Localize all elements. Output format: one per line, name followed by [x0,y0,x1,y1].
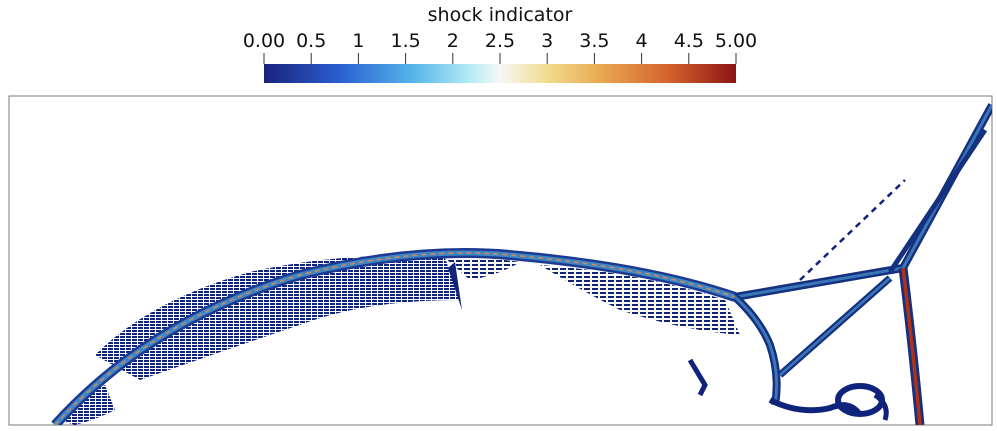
wall-jet [768,397,863,417]
colorbar-title: shock indicator [428,4,573,26]
colorbar-tick-label: 1 [352,30,364,52]
reflected-shock-upper-band [734,266,904,299]
dense-region-top [445,257,520,280]
colorbar-tick-label: 2.5 [485,30,515,52]
colorbar-tick-marks [263,53,737,64]
dense-region-left [95,255,460,380]
colorbar-gradient [264,64,736,83]
internal-spike [448,262,462,310]
colorbar: shock indicator 0.00 0.5 1 1.5 2 2.5 3 3.5 4 4.5 5… [243,4,757,83]
minor-wave [687,358,708,397]
colorbar-tick-label: 4.5 [674,30,704,52]
colorbar-tick-label: 0.00 [243,30,285,52]
dense-region-bottom-left [60,385,115,425]
simulation-domain [8,95,993,426]
colorbar-tick-label: 2 [447,30,459,52]
incident-shock-secondary [887,128,988,274]
dense-region-right [540,265,740,335]
colorbar-tick-label: 1.5 [390,30,420,52]
colorbar-tick-label: 4 [636,30,648,52]
vortex-tail [873,392,889,421]
slip-line-band [733,295,779,406]
mach-stem-core [901,267,922,425]
weak-wave [799,179,906,281]
reflected-shock-lower-band [779,277,891,376]
colorbar-tick-label: 0.5 [296,30,326,52]
bow-shock-core [54,252,736,425]
colorbar-tick-labels: 0.00 0.5 1 1.5 2 2.5 3 3.5 4 4.5 5.00 [243,30,757,52]
colorbar-tick-label: 3 [541,30,553,52]
colorbar-tick-label: 3.5 [579,30,609,52]
colorbar-tick-label: 5.00 [715,30,757,52]
